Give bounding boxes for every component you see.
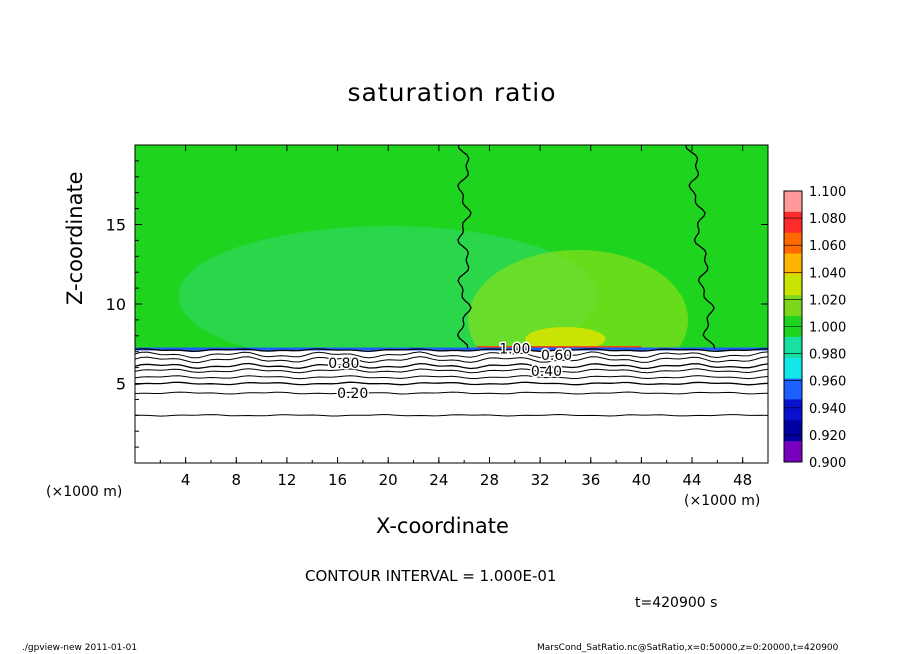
contour-line-0-40: [134, 381, 769, 386]
contour-line-0-20: [135, 413, 769, 417]
y-tick-label: 10: [106, 295, 126, 314]
field-fill: [135, 145, 768, 463]
colorbar-swatch: [784, 357, 802, 380]
colorbar-label: 1.080: [809, 212, 846, 227]
colorbar-label: 0.980: [809, 348, 846, 363]
colorbar: 1.100 1.080 1.060 1.040 1.020 1.000 0.980 0.960…: [783, 185, 846, 471]
contour-line-0-60: [134, 368, 769, 374]
footer-left: ./gpview-new 2011-01-01: [22, 643, 138, 653]
x-tick-label: 28: [480, 471, 499, 489]
contour-label: 0.40: [531, 364, 562, 380]
contour-labels: 1.00 0.80 0.600.40 0.20: [327, 340, 574, 404]
contour-line-0-80: [134, 356, 769, 364]
colorbar-label: 1.060: [809, 239, 846, 254]
time-stamp: t=420900 s: [635, 595, 718, 611]
colorbar-swatch: [784, 399, 802, 421]
y-axis-ticks: 5 10 15: [106, 160, 768, 448]
x-axis-ticks: 4 8 12 16 20 24 28 32 36 40 44 48: [159, 145, 752, 489]
y-tick-label: 15: [106, 216, 126, 235]
colorbar-label: 0.960: [809, 375, 846, 390]
x-axis-label: X-coordinate: [376, 514, 509, 538]
contour-label: 0.20: [337, 386, 368, 402]
colorbar-swatch: [784, 378, 802, 400]
colorbar-label: 0.920: [809, 429, 846, 444]
front-line-right: [685, 144, 716, 349]
colorbar-swatch: [784, 336, 802, 359]
x-unit-right: (×1000 m): [684, 493, 761, 509]
x-tick-label: 16: [328, 471, 347, 489]
chart-title: saturation ratio: [347, 78, 557, 107]
x-tick-label: 20: [379, 471, 398, 489]
x-tick-label: 36: [581, 471, 600, 489]
x-tick-label: 40: [632, 471, 651, 489]
contour-label: 1.00: [499, 342, 530, 358]
contour-line-0-70: [134, 362, 769, 370]
contour-line-0-50: [134, 375, 769, 380]
colorbar-swatch: [784, 441, 802, 463]
colorbar-label: 1.020: [809, 293, 846, 308]
colorbar-swatch: [784, 274, 802, 296]
contour-interval: CONTOUR INTERVAL = 1.000E-01: [305, 567, 557, 585]
footer-right: MarsCond_SatRatio.nc@SatRatio,x=0:50000,…: [537, 643, 839, 653]
colorbar-label: 0.940: [809, 402, 846, 417]
colorbar-label: 1.100: [809, 185, 846, 200]
contour-line-0-30: [134, 391, 769, 395]
field-dry-region: [135, 350, 768, 463]
x-tick-label: 44: [682, 471, 701, 489]
x-tick-label: 32: [531, 471, 550, 489]
contour-line-0-90: [134, 351, 769, 359]
contour-label: 0.60: [541, 348, 572, 364]
colorbar-swatch: [784, 211, 802, 234]
x-tick-label: 12: [277, 471, 296, 489]
colorbar-swatch: [784, 420, 802, 442]
colorbar-label: 0.900: [809, 456, 846, 471]
x-unit-left: (×1000 m): [46, 484, 123, 500]
x-tick-label: 4: [181, 471, 191, 489]
colorbar-swatch: [784, 232, 802, 255]
field-dry-boundary: [135, 347, 768, 351]
colorbar-swatch: [784, 253, 802, 275]
field-peak-patch: [525, 326, 606, 351]
colorbar-swatch: [784, 295, 802, 317]
x-tick-label: 24: [429, 471, 448, 489]
contour-label: 0.80: [328, 356, 359, 372]
colorbar-label: 1.000: [809, 321, 846, 336]
x-tick-label: 8: [232, 471, 242, 489]
front-line-left: [456, 144, 472, 349]
y-axis-label: Z-coordinate: [63, 171, 87, 305]
contour-lines: [134, 144, 769, 417]
y-tick-label: 5: [116, 375, 126, 394]
contour-line-1-00: [134, 348, 769, 353]
colorbar-swatch: [784, 191, 802, 213]
colorbar-label: 1.040: [809, 266, 846, 281]
x-tick-label: 48: [733, 471, 752, 489]
